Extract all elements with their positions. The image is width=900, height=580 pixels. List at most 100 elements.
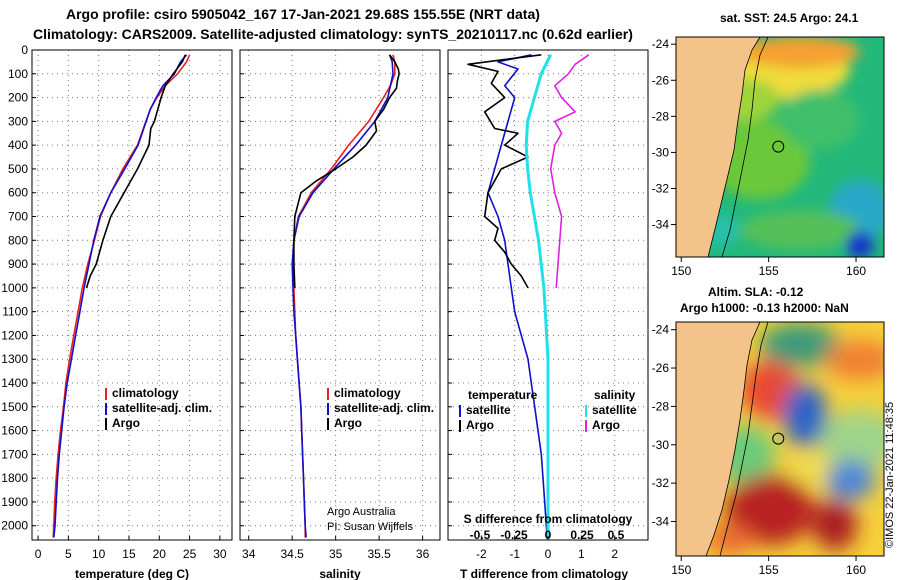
legend-label: satellite-adj. clim. — [334, 401, 434, 415]
y-tick-label: 1700 — [1, 447, 28, 461]
chart-title-line2: Climatology: CARS2009. Satellite-adjuste… — [33, 26, 633, 42]
y-tick-label: 500 — [8, 162, 28, 176]
y-tick-label: 1100 — [2, 305, 28, 319]
y-tick-label: 400 — [8, 138, 28, 152]
y-tick-label: 0 — [21, 43, 28, 57]
sla-map-subtitle: Argo h1000: -0.13 h2000: NaN — [680, 301, 849, 315]
x-tick-label: 2 — [611, 547, 618, 561]
sla-map-title: Altim. SLA: -0.12 — [708, 285, 804, 299]
secondary-tick-label: -0.5 — [470, 528, 491, 542]
x-tick-label: 1 — [578, 547, 585, 561]
y-tick-label: 300 — [8, 114, 28, 128]
y-tick-label: 1900 — [1, 495, 28, 509]
legend-label: climatology — [334, 386, 401, 400]
map-y-tick-label: -24 — [652, 37, 670, 51]
y-tick-label: 1400 — [1, 376, 28, 390]
legend-label: satellite — [466, 403, 511, 417]
y-tick-label: 2000 — [1, 519, 28, 533]
map-x-tick-label: 155 — [759, 563, 779, 577]
credit-pi: PI: Susan Wijffels — [327, 521, 413, 533]
map-y-tick-label: -26 — [652, 361, 670, 375]
legend-label: climatology — [112, 386, 179, 400]
secondary-tick-label: 0.5 — [608, 528, 625, 542]
map-y-tick-label: -34 — [652, 218, 670, 232]
map-x-tick-label: 160 — [846, 264, 866, 278]
difference-panel: -2 -1 0 1 2 T difference from climatology temp… — [447, 49, 649, 580]
x-tick-label: 35.5 — [367, 547, 391, 561]
map-x-tick-label: 160 — [846, 563, 866, 577]
sst-map-title: sat. SST: 24.5 Argo: 24.1 — [720, 11, 859, 25]
series-line-satellite-adj-clim- — [291, 54, 394, 538]
legend-label: satellite — [592, 403, 637, 417]
map-x-tick-label: 155 — [759, 264, 779, 278]
y-tick-label: 100 — [8, 67, 28, 81]
y-tick-label: 200 — [8, 91, 28, 105]
secondary-tick-label: 0.25 — [570, 528, 594, 542]
x-tick-label: 34.5 — [280, 547, 304, 561]
x-tick-label: 36 — [416, 547, 430, 561]
map-y-tick-label: -32 — [652, 476, 670, 490]
series-line-salinity-argo — [549, 54, 590, 288]
series-line-satellite-adj-clim- — [53, 54, 188, 538]
series-line-argo — [293, 54, 400, 288]
y-tick-label: 1200 — [1, 328, 28, 342]
map-y-tick-label: -30 — [652, 145, 670, 159]
legend-label: Argo — [334, 416, 362, 430]
x-axis-label: temperature (deg C) — [75, 567, 189, 580]
y-tick-label: 1500 — [1, 400, 28, 414]
sst-map-axes: -24 -26 -28 -30 -32 -34 150 155 160 — [652, 37, 867, 278]
x-tick-label: 35 — [329, 547, 343, 561]
map-y-tick-label: -28 — [652, 399, 670, 413]
map-y-tick-label: -26 — [652, 73, 670, 87]
map-y-tick-label: -34 — [652, 514, 670, 528]
map-y-tick-label: -28 — [652, 109, 670, 123]
credit-line: Argo Australia — [327, 506, 396, 518]
y-tick-label: 1000 — [1, 281, 28, 295]
series-line-argo — [85, 54, 187, 289]
salinity-panel: 34 34.5 35 35.5 36 salinity climatologysatelli… — [239, 49, 441, 580]
y-tick-label: 600 — [8, 186, 28, 200]
legend-label: Argo — [466, 418, 494, 432]
sst-map-frame — [675, 36, 885, 258]
chart-title-line1: Argo profile: csiro 5905042_167 17-Jan-2… — [66, 6, 540, 22]
y-tick-label: 700 — [8, 210, 28, 224]
series-line-temperature-satellite — [487, 54, 549, 538]
x-tick-label: 0 — [545, 547, 552, 561]
x-axis-label: T difference from climatology — [460, 567, 628, 580]
x-tick-label: -1 — [509, 547, 520, 561]
map-y-tick-label: -24 — [652, 323, 670, 337]
secondary-tick-label: -0.25 — [500, 528, 528, 542]
y-tick-label: 1800 — [1, 471, 28, 485]
x-tick-label: 30 — [213, 547, 227, 561]
y-tick-label: 800 — [8, 233, 28, 247]
legend-label: Argo — [112, 416, 140, 430]
legend-label: temperature — [468, 388, 538, 402]
y-tick-label: 900 — [8, 257, 28, 271]
x-tick-label: 0 — [35, 547, 42, 561]
imos-credit: ©IMOS 22-Jan-2021 11:48:35 — [884, 402, 896, 548]
secondary-axis-label: S difference from climatology — [464, 512, 633, 526]
y-tick-label: 1600 — [1, 424, 28, 438]
secondary-tick-label: 0 — [545, 528, 552, 542]
series-line-salinity-satellite — [524, 54, 553, 538]
x-tick-label: 20 — [153, 547, 167, 561]
sla-map — [676, 322, 884, 556]
series-line-climatology — [52, 54, 191, 538]
temperature-panel: 0 5 10 15 20 25 30 temperature (deg C) 0 100 200 30… — [1, 43, 233, 580]
x-tick-label: 5 — [65, 547, 72, 561]
x-tick-label: 34 — [242, 547, 256, 561]
series-line-temperature-argo — [467, 54, 542, 289]
sla-map-axes: -24 -26 -28 -30 -32 -34 150 155 160 — [652, 323, 867, 577]
plot-frame — [239, 49, 441, 541]
legend-label: salinity — [594, 388, 636, 402]
x-tick-label: 25 — [183, 547, 197, 561]
sst-map — [676, 37, 884, 257]
argo-float-marker — [772, 432, 785, 445]
map-x-tick-label: 150 — [671, 264, 691, 278]
y-tick-label: 1300 — [1, 352, 28, 366]
x-tick-label: 15 — [122, 547, 136, 561]
map-y-tick-label: -32 — [652, 181, 670, 195]
map-x-tick-label: 150 — [671, 563, 691, 577]
x-tick-label: 10 — [92, 547, 106, 561]
